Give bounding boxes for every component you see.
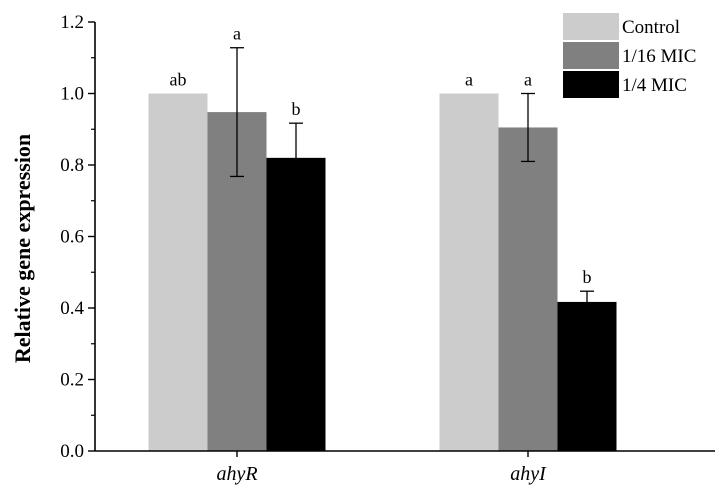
legend: Control 1/16 MIC 1/4 MIC [563, 13, 696, 98]
y-axis-label: Relative gene expression [10, 134, 35, 363]
significance-label: b [583, 267, 592, 287]
significance-label: a [233, 24, 241, 44]
significance-label: ab [170, 70, 187, 90]
significance-label: a [524, 70, 532, 90]
y-tick-label: 0.0 [60, 441, 84, 462]
bar-ahyI-1 [498, 127, 558, 452]
y-tick-label: 0.8 [60, 155, 84, 176]
y-ticks-layer: 0.0 0.2 0.4 0.6 0.8 1.0 1.2 [60, 12, 95, 462]
error-bars-layer [230, 47, 594, 314]
y-tick-label: 0.4 [60, 298, 84, 319]
bar-ahyI-0 [439, 93, 499, 451]
bar-ahyR-0 [148, 93, 208, 451]
bar-ahyI-2 [557, 301, 617, 451]
legend-swatch [563, 71, 619, 98]
y-tick-label: 1.0 [60, 84, 84, 105]
y-tick-label: 1.2 [60, 12, 84, 33]
x-category-label: ahyR [216, 463, 257, 485]
y-tick-label: 0.2 [60, 370, 84, 391]
y-tick-label: 0.6 [60, 227, 84, 248]
bar-ahyR-2 [266, 157, 326, 451]
legend-swatch [563, 13, 619, 40]
x-category-label: ahyI [510, 463, 547, 485]
legend-entry-label: 1/4 MIC [622, 75, 687, 96]
significance-label: a [465, 70, 473, 90]
legend-swatch [563, 42, 619, 69]
legend-entry-label: 1/16 MIC [622, 46, 696, 67]
x-ticks-layer: ahyR ahyI [216, 451, 547, 485]
significance-label: b [292, 99, 301, 119]
bars-layer [148, 93, 617, 452]
legend-entry-label: Control [622, 17, 680, 38]
